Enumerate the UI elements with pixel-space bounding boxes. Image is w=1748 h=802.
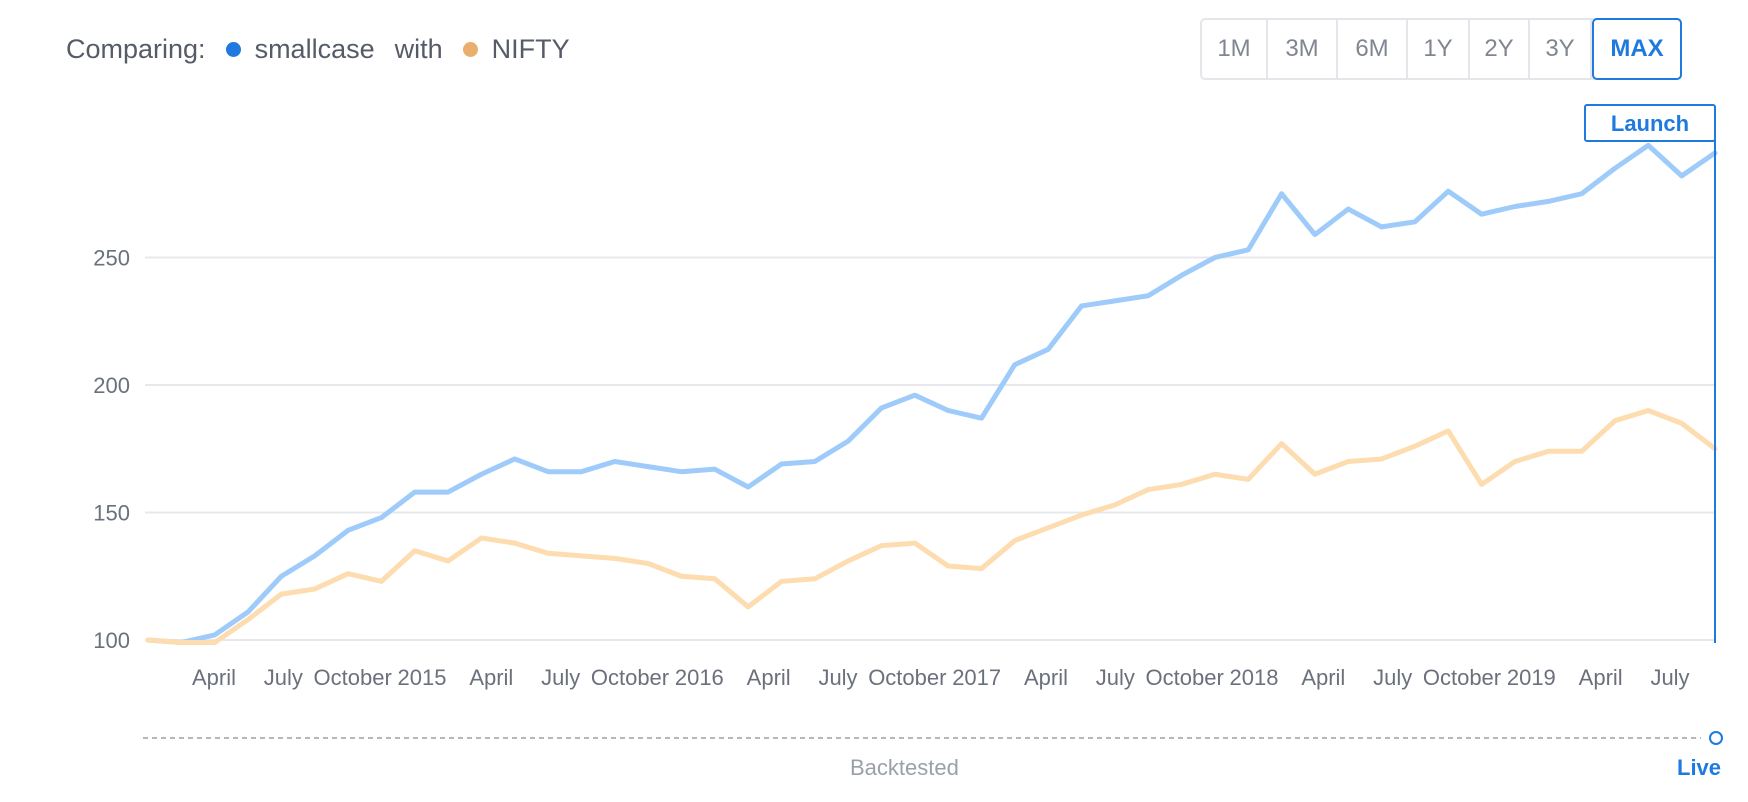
x-tick-label: 2017 [952, 665, 1001, 690]
y-tick-label: 100 [93, 628, 130, 653]
x-tick-label: 2016 [675, 665, 724, 690]
x-tick-label: October [1423, 665, 1501, 690]
x-tick-label: July [818, 665, 857, 690]
y-tick-label: 150 [93, 501, 130, 526]
x-tick-label: October [314, 665, 392, 690]
range-6m-button[interactable]: 6M [1338, 20, 1408, 78]
smallcase-dot-icon [225, 42, 241, 57]
range-3m-button[interactable]: 3M [1268, 20, 1338, 78]
range-3y-button[interactable]: 3Y [1530, 20, 1592, 78]
x-tick-label: July [264, 665, 303, 690]
x-tick-label: July [1096, 665, 1135, 690]
range-2y-button[interactable]: 2Y [1470, 20, 1530, 78]
y-tick-label: 200 [93, 373, 130, 398]
range-max-button[interactable]: MAX [1592, 18, 1682, 80]
launch-label: Launch [1611, 111, 1689, 136]
x-tick-label: July [1373, 665, 1412, 690]
launch-label-box [1584, 104, 1716, 142]
nifty-backtested-line [145, 408, 1718, 646]
x-tick-label: October [868, 665, 946, 690]
x-tick-label: 2019 [1507, 665, 1556, 690]
x-tick-label: October [1146, 665, 1224, 690]
x-tick-label: October [591, 665, 669, 690]
x-tick-label: April [1579, 665, 1623, 690]
range-1y-button[interactable]: 1Y [1408, 20, 1470, 78]
x-tick-label: 2015 [398, 665, 447, 690]
legend-smallcase-label: smallcase [254, 34, 375, 64]
launch-point-icon [1709, 731, 1723, 745]
smallcase-backtested-line [145, 142, 1718, 646]
x-tick-label: 2018 [1230, 665, 1279, 690]
x-tick-label: July [1650, 665, 1689, 690]
nifty-dot-icon [462, 42, 478, 57]
live-label: Live [1677, 755, 1722, 780]
x-tick-label: April [1024, 665, 1068, 690]
x-tick-label: April [1301, 665, 1345, 690]
x-tick-label: April [192, 665, 236, 690]
backtested-label: Backtested [850, 755, 959, 780]
x-tick-label: April [469, 665, 513, 690]
legend-prefix: Comparing: [66, 34, 206, 64]
range-1m-button[interactable]: 1M [1202, 20, 1268, 78]
legend-joiner: with [394, 34, 443, 64]
y-tick-label: 250 [93, 246, 130, 271]
time-range-selector: 1M 3M 6M 1Y 2Y 3Y MAX [1200, 18, 1682, 80]
x-tick-label: April [747, 665, 791, 690]
chart-legend: Comparing: smallcase with NIFTY [66, 34, 570, 65]
x-tick-label: July [541, 665, 580, 690]
legend-nifty-label: NIFTY [491, 34, 570, 64]
